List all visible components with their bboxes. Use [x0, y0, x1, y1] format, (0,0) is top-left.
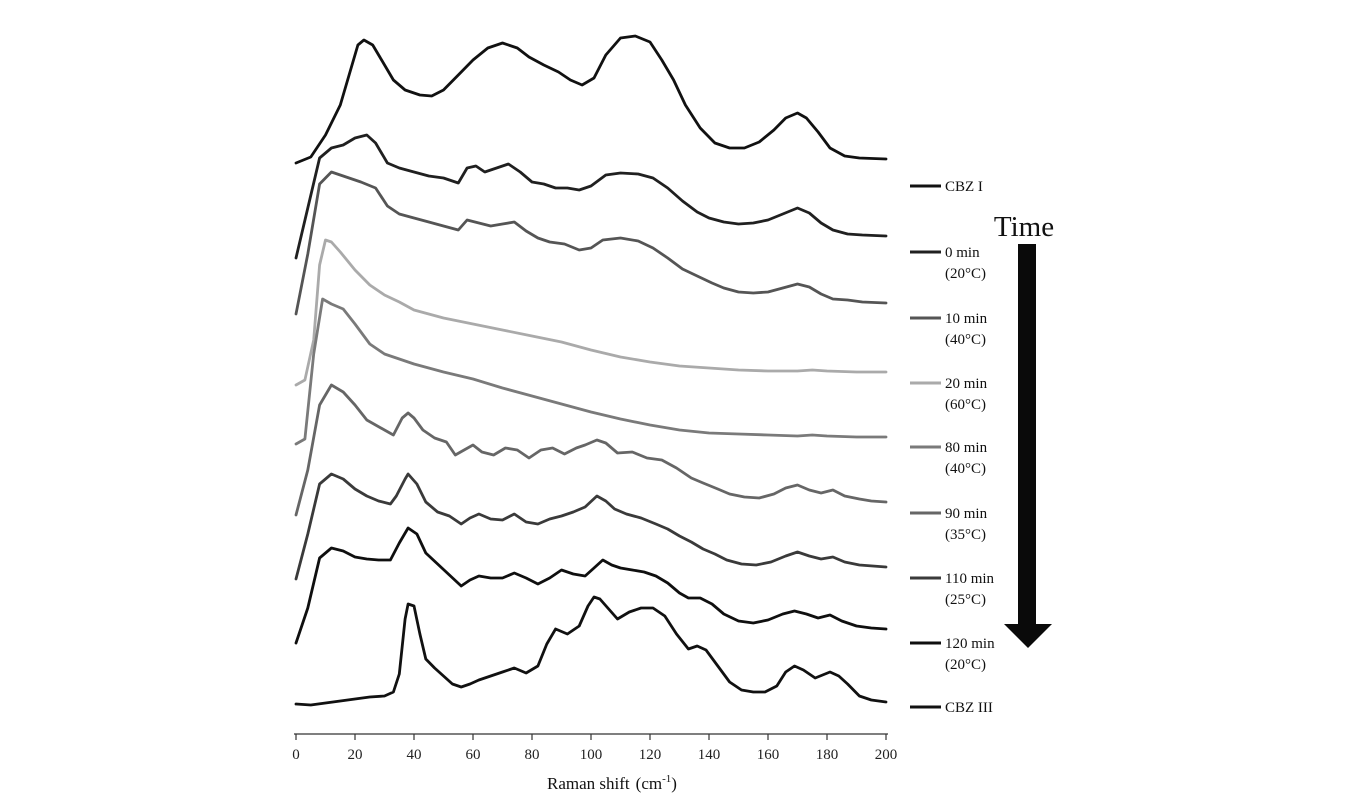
x-axis-unit-close: ) [671, 774, 677, 793]
legend-label-4-0: 80 min [945, 440, 988, 456]
x-tick-label-7: 140 [698, 747, 721, 763]
legend: CBZ I 0 min (20°C) 10 min (40°C) 20 min (60°C)… [910, 179, 995, 716]
legend-label-7-0: 120 min [945, 636, 995, 652]
legend-label-3-0: 20 min [945, 376, 988, 392]
spectrum-line-6 [294, 472, 888, 581]
legend-label-2-0: 10 min [945, 311, 988, 327]
spectrum-line-1 [294, 133, 888, 260]
x-tick-label-8: 160 [757, 747, 780, 763]
legend-label-3-1: (60°C) [945, 397, 986, 413]
x-axis-unit-exponent: -1 [662, 773, 671, 785]
x-axis-label: Raman shift (cm-1) [547, 773, 677, 793]
x-tick-label-1: 20 [348, 747, 363, 763]
time-arrow-head [1004, 624, 1052, 648]
legend-label-6-1: (25°C) [945, 592, 986, 608]
legend-label-5-1: (35°C) [945, 527, 986, 543]
legend-label-6-0: 110 min [945, 571, 995, 587]
x-tick-label-0: 0 [292, 747, 300, 763]
spectra-group [294, 34, 888, 707]
legend-label-2-1: (40°C) [945, 332, 986, 348]
x-tick-label-2: 40 [407, 747, 422, 763]
x-tick-group: 0 20 40 60 80 100 120 140 160 180 200 [292, 734, 897, 763]
x-tick-label-6: 120 [639, 747, 662, 763]
spectrum-line-4 [294, 297, 888, 446]
legend-label-8-0: CBZ III [945, 700, 993, 716]
legend-label-7-1: (20°C) [945, 657, 986, 673]
x-tick-label-5: 100 [580, 747, 603, 763]
time-arrow-shaft [1018, 244, 1036, 626]
spectrum-line-0 [294, 34, 888, 165]
spectrum-line-7 [294, 526, 888, 645]
x-tick-label-3: 60 [466, 747, 481, 763]
x-axis-label-text: Raman shift [547, 774, 630, 793]
legend-label-5-0: 90 min [945, 506, 988, 522]
spectrum-line-8 [294, 595, 888, 707]
legend-label-4-1: (40°C) [945, 461, 986, 477]
time-arrow: Time [994, 211, 1054, 648]
legend-label-0-0: CBZ I [945, 179, 983, 195]
x-axis: 0 20 40 60 80 100 120 140 160 180 200 [292, 733, 897, 763]
x-axis-unit-open: (cm [636, 774, 662, 793]
x-tick-label-9: 180 [816, 747, 839, 763]
legend-label-1-0: 0 min [945, 245, 980, 261]
spectrum-line-5 [294, 383, 888, 517]
x-tick-label-4: 80 [525, 747, 540, 763]
spectrum-line-3 [294, 238, 888, 387]
time-label: Time [994, 211, 1054, 243]
x-tick-label-10: 200 [875, 747, 898, 763]
spectrum-line-2 [294, 170, 888, 316]
legend-label-1-1: (20°C) [945, 266, 986, 282]
